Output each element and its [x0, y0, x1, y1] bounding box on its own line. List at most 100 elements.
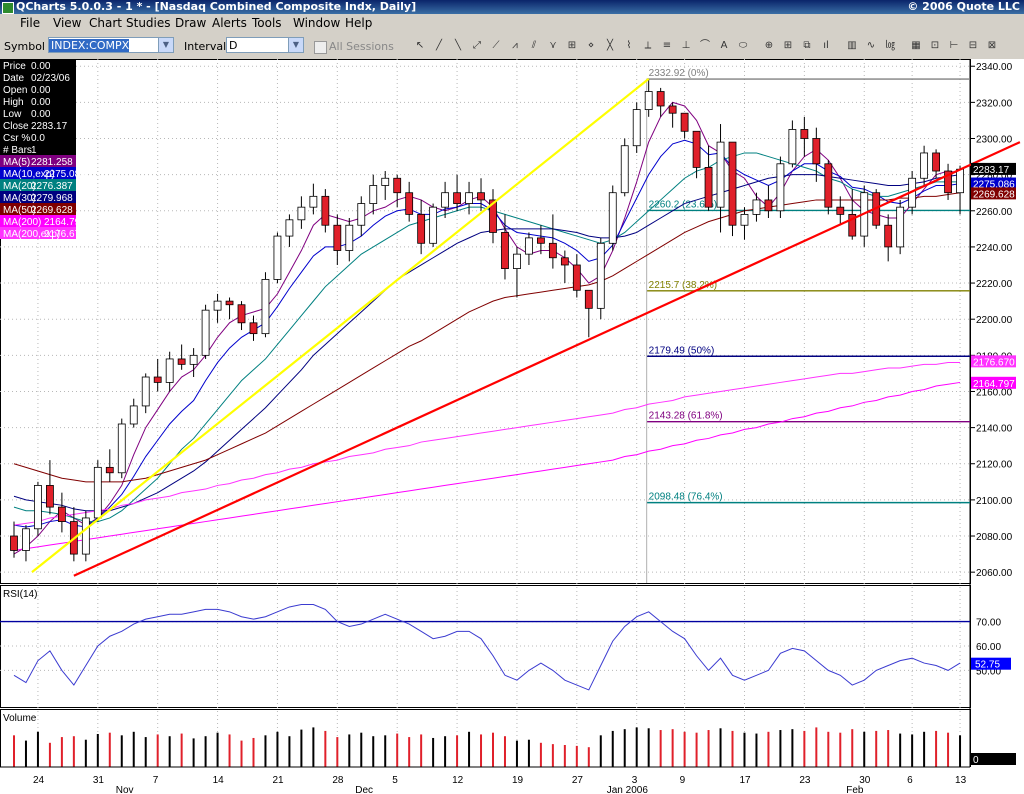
x-tick-label: 9 — [680, 775, 686, 786]
tool-button[interactable]: ⟂ — [644, 40, 652, 51]
chevron-down-icon[interactable]: ▼ — [158, 38, 173, 52]
candle-body — [177, 358, 186, 365]
candle-body — [429, 206, 438, 244]
info-row-bg — [0, 119, 76, 131]
menu-view[interactable]: View — [53, 16, 82, 30]
tool-button[interactable]: ⫽ — [531, 40, 537, 51]
candle-body — [129, 405, 138, 425]
tool-button[interactable]: ⊞ — [783, 40, 793, 51]
tool-button[interactable]: ⊥ — [681, 40, 691, 51]
candle-body — [405, 192, 414, 215]
tool-button[interactable]: ⊠ — [987, 40, 997, 51]
candle-body — [417, 213, 426, 244]
tool-button[interactable]: ⊞ — [567, 40, 577, 51]
price-tick-label: 2080.00 — [976, 532, 1013, 543]
menu-chart[interactable]: Chart — [89, 16, 122, 30]
price-tick-label: 2340.00 — [976, 62, 1013, 73]
price-tag: 2275.086 — [973, 180, 1015, 191]
candle-body — [381, 177, 390, 186]
price-tag: 2164.797 — [973, 379, 1015, 390]
menu-draw[interactable]: Draw — [175, 16, 207, 30]
candle-body — [357, 203, 366, 226]
tool-button[interactable]: ⊡ — [930, 40, 940, 51]
info-row-bg — [0, 95, 76, 107]
price-tag: 2269.628 — [973, 189, 1015, 200]
tool-button[interactable]: ⋎ — [549, 40, 557, 51]
tool-button[interactable]: ⧉ — [803, 40, 811, 51]
symbol-combo[interactable]: INDEX:COMPX ▼ — [48, 37, 174, 53]
menu-window[interactable]: Window — [293, 16, 341, 30]
menu-file[interactable]: File — [20, 16, 41, 30]
tool-button[interactable]: ╳ — [606, 40, 614, 51]
candle-body — [105, 466, 114, 474]
tool-button[interactable]: ⌇ — [626, 40, 632, 51]
x-month-label: Feb — [846, 785, 864, 794]
tool-button[interactable]: ⊕ — [764, 40, 774, 51]
candle-body — [572, 264, 581, 291]
ma-line — [13, 362, 961, 526]
tool-button[interactable]: ↖ — [415, 40, 425, 51]
tool-button[interactable]: ㏒ — [885, 40, 895, 51]
tool-button[interactable]: ⋄ — [587, 40, 595, 51]
candle-body — [513, 253, 521, 269]
x-axis-bg — [0, 767, 1024, 794]
tool-button[interactable]: ╲ — [454, 40, 462, 51]
candle-body — [596, 242, 605, 309]
ma-line — [13, 101, 961, 555]
info-row-bg — [0, 59, 76, 71]
candle-body — [584, 289, 593, 309]
x-month-label: Nov — [116, 785, 134, 794]
chart-area[interactable]: 2340.002320.002300.002280.002260.002240.… — [0, 59, 1024, 794]
candle-body — [46, 485, 54, 508]
info-value: 0.0 — [31, 133, 45, 144]
all-sessions-checkbox[interactable] — [314, 41, 327, 54]
x-tick-label: 17 — [739, 775, 751, 786]
tool-button[interactable]: ⊢ — [949, 40, 959, 51]
candle-body — [884, 224, 893, 248]
tool-button[interactable]: ⩘ — [512, 40, 518, 51]
candle-body — [285, 219, 294, 237]
ma-legend-bg — [0, 167, 76, 179]
tool-button[interactable]: ▦ — [911, 40, 921, 51]
price-tick-label: 2240.00 — [976, 243, 1013, 254]
tool-button[interactable]: ıl — [823, 40, 829, 51]
ma-line — [13, 192, 961, 483]
interval-combo[interactable]: D ▼ — [226, 37, 304, 53]
volume-tag-bg — [971, 753, 1016, 765]
price-tag-bg — [971, 177, 1016, 190]
candle-body — [93, 466, 102, 519]
info-value: 0.00 — [31, 85, 51, 96]
menu-tools[interactable]: Tools — [252, 16, 282, 30]
tool-button[interactable]: ⤢ — [473, 40, 481, 51]
chart-background — [0, 59, 1024, 794]
menu-studies[interactable]: Studies — [126, 16, 171, 30]
menu-alerts[interactable]: Alerts — [212, 16, 247, 30]
tool-button[interactable]: ⟋ — [492, 40, 500, 51]
x-tick-label: 30 — [859, 775, 871, 786]
candle-body — [608, 192, 617, 244]
candle-body — [740, 213, 749, 226]
tool-button[interactable]: ⬭ — [738, 40, 748, 51]
candle-body — [620, 145, 629, 194]
tool-button[interactable]: ≡ — [662, 40, 672, 51]
ma-legend-label: MA(50) — [3, 205, 36, 216]
ma-line — [13, 174, 961, 512]
menu-help[interactable]: Help — [345, 16, 373, 30]
ma-legend-label: MA(30) — [3, 193, 36, 204]
info-value: 0.00 — [31, 109, 51, 120]
candle-body — [81, 517, 90, 555]
symbol-value: INDEX:COMPX — [49, 39, 130, 52]
fib-label: 2332.92 (0%) — [649, 68, 709, 79]
tool-button[interactable]: ⌒ — [700, 40, 710, 51]
candle-body — [309, 195, 318, 208]
tool-button[interactable]: ⊟ — [968, 40, 978, 51]
tool-button[interactable]: A — [720, 40, 728, 51]
candle-body — [345, 224, 354, 251]
candle-body — [57, 506, 66, 522]
tool-button[interactable]: ∿ — [866, 40, 876, 51]
tool-button[interactable]: ▥ — [847, 40, 857, 51]
tool-button[interactable]: ╱ — [435, 40, 443, 51]
chevron-down-icon[interactable]: ▼ — [288, 38, 303, 52]
ma-legend-value: 2269.628 — [31, 205, 73, 216]
price-tag-bg — [971, 355, 1016, 368]
